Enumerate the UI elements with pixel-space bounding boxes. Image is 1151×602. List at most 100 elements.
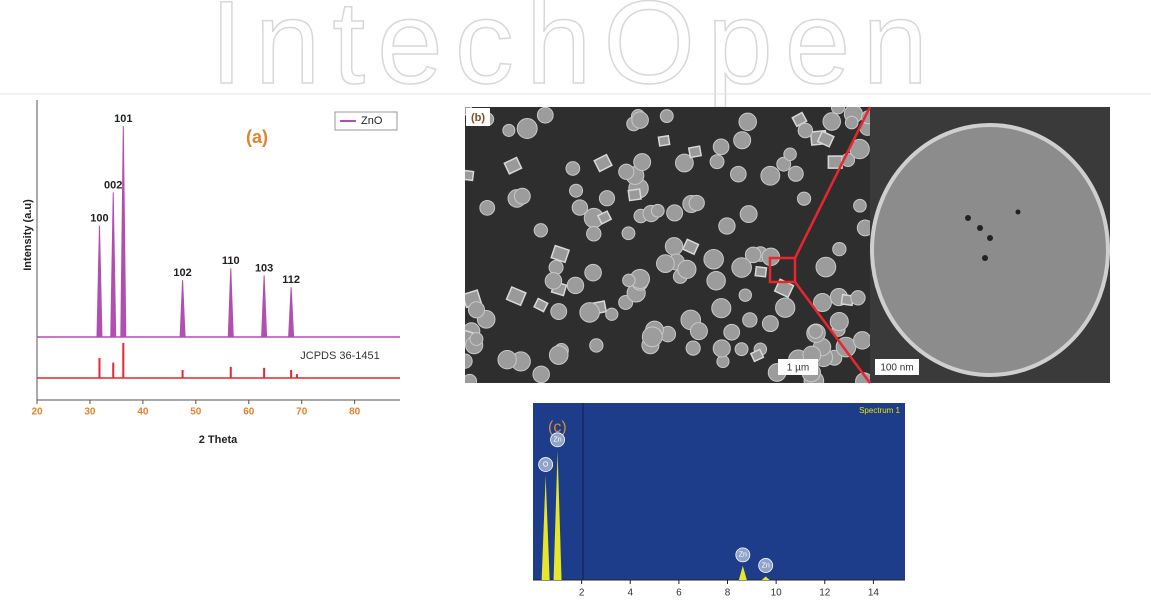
- particle: [681, 238, 700, 256]
- x-tick-label: 2: [579, 588, 585, 599]
- x-tick-label: 50: [190, 407, 202, 418]
- particle: [797, 122, 814, 139]
- scale-bar-box: [875, 359, 919, 375]
- particle: [689, 322, 708, 341]
- particle: [685, 340, 701, 356]
- particle: [712, 138, 730, 156]
- xrd-peak: [288, 287, 295, 338]
- particle: [703, 249, 724, 270]
- particle: [633, 153, 652, 172]
- particle: [709, 154, 725, 170]
- eds-peak: [541, 475, 550, 580]
- peak-label: Zn: [553, 437, 561, 444]
- particle: [467, 301, 486, 319]
- particle: [734, 342, 749, 357]
- zoom-line: [793, 106, 872, 259]
- particle: [656, 254, 675, 273]
- particle: [505, 285, 527, 307]
- x-tick-label: 8: [725, 588, 731, 599]
- particle: [666, 204, 684, 222]
- particle: [832, 241, 847, 257]
- panel-label: (a): [246, 127, 268, 147]
- x-axis-label: 2 Theta: [199, 434, 238, 446]
- particle: [749, 348, 765, 363]
- xrd-peak: [227, 268, 234, 338]
- x-tick-label: 6: [676, 588, 682, 599]
- reference-line: [122, 343, 125, 378]
- peak-label: 103: [255, 262, 273, 274]
- particle: [497, 349, 517, 370]
- scale-bar-label: 1 µm: [787, 363, 809, 374]
- reference-line: [290, 369, 293, 378]
- particle: [631, 111, 649, 129]
- peak-label: 100: [90, 213, 108, 225]
- particle: [744, 246, 762, 264]
- y-axis-label: Intensity (a.u): [22, 199, 34, 271]
- particle: [760, 165, 781, 186]
- xrd-peak: [110, 192, 117, 338]
- particle: [830, 107, 846, 115]
- particle: [548, 345, 569, 365]
- particle: [586, 226, 602, 242]
- legend-box: [334, 111, 398, 131]
- particle: [664, 237, 684, 256]
- particle: [503, 156, 523, 175]
- watermark: IntechOpen: [210, 0, 940, 109]
- particle: [516, 118, 538, 139]
- particle: [589, 338, 604, 353]
- particle: [829, 312, 849, 332]
- particle: [584, 263, 602, 282]
- particle: [711, 298, 732, 319]
- zoom-line: [793, 281, 872, 384]
- peak-label: 102: [173, 267, 191, 279]
- particle: [742, 312, 758, 328]
- particle: [536, 107, 554, 124]
- xrd-peak: [96, 225, 103, 338]
- particle: [596, 210, 613, 225]
- particle: [783, 147, 797, 162]
- particle: [579, 302, 600, 323]
- particle: [550, 244, 571, 264]
- particle: [621, 226, 636, 241]
- particle: [571, 199, 589, 216]
- particle: [565, 161, 581, 176]
- particle: [627, 188, 642, 202]
- particle: [850, 290, 866, 306]
- particle: [718, 217, 736, 235]
- particle: [650, 203, 665, 218]
- zoom-box: [768, 256, 797, 284]
- eds-peak: [738, 565, 747, 580]
- peak-label: 110: [222, 255, 240, 267]
- reference-label: JCPDS 36-1451: [300, 350, 380, 362]
- peak-marker: [538, 457, 554, 472]
- particle: [569, 183, 584, 198]
- particle: [532, 365, 550, 383]
- x-tick-label: 12: [819, 588, 831, 599]
- x-tick-label: 30: [84, 407, 96, 418]
- xrd-peak: [179, 280, 186, 338]
- particle: [822, 112, 841, 131]
- peak-marker: [550, 432, 565, 448]
- reference-line: [181, 369, 184, 378]
- particle: [754, 265, 768, 278]
- sem-panel: (b) 1 µm 100 nm: [465, 106, 1110, 384]
- particle: [796, 191, 812, 206]
- particle: [641, 326, 663, 348]
- particle: [731, 257, 752, 278]
- reference-line: [295, 374, 298, 378]
- x-tick-label: 70: [296, 407, 308, 418]
- particle: [502, 123, 516, 137]
- peak-label: 002: [104, 179, 122, 191]
- particle: [855, 372, 870, 383]
- x-tick-label: 4: [627, 588, 633, 599]
- particle: [513, 187, 531, 205]
- peak-marker: [758, 558, 774, 573]
- particle: [712, 339, 731, 358]
- particle: [733, 131, 752, 150]
- particle: [659, 109, 674, 123]
- particle: [618, 163, 635, 180]
- particle: [593, 153, 613, 173]
- reference-line: [263, 367, 266, 378]
- x-tick-label: 80: [349, 407, 361, 418]
